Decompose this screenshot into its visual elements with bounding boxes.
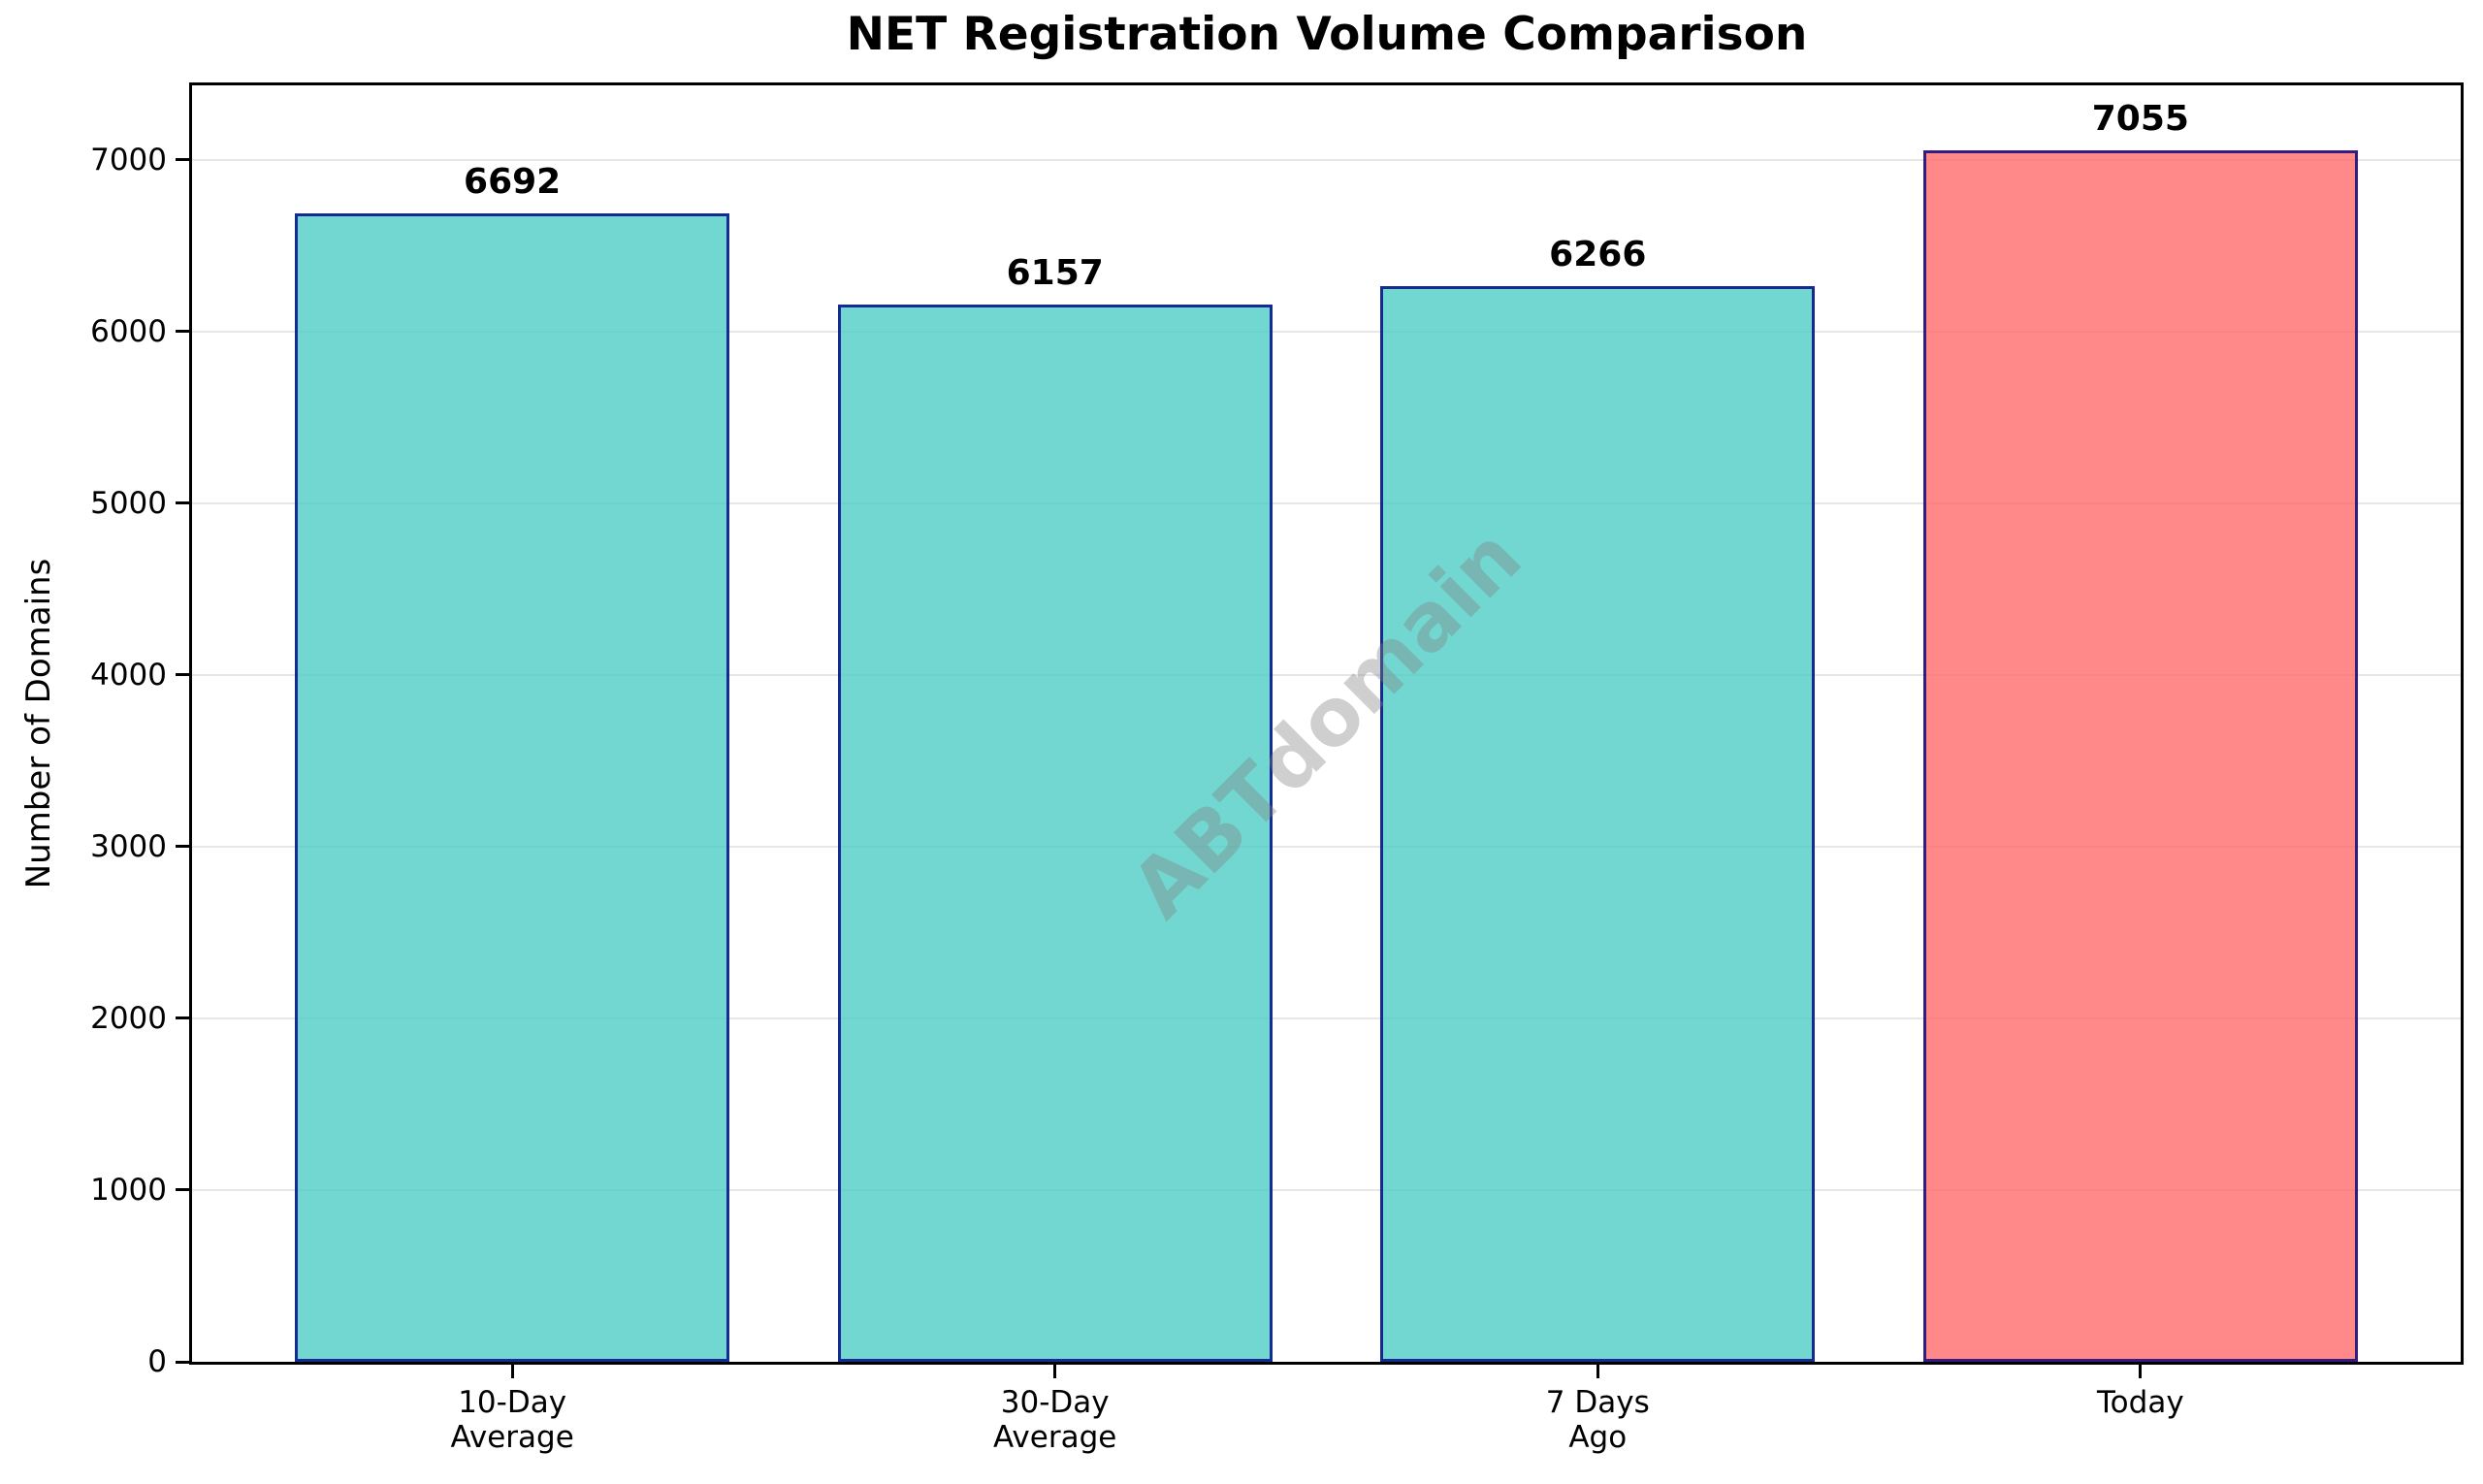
bar-7-days-ago (1380, 285, 1816, 1362)
gridline (192, 845, 2461, 848)
gridline (192, 158, 2461, 161)
bar-value-label: 6266 (1549, 234, 1647, 274)
y-tick-label: 3000 (90, 828, 167, 864)
y-tick-mark (176, 1016, 189, 1020)
y-tick-mark (176, 158, 189, 162)
y-tick-label: 7000 (90, 142, 167, 177)
x-tick-label: Today (2097, 1385, 2184, 1420)
gridline (192, 501, 2461, 504)
bar-10-day-average (295, 212, 729, 1362)
y-tick-mark (176, 1360, 189, 1364)
x-tick-mark (1596, 1365, 1599, 1378)
y-tick-mark (176, 501, 189, 505)
y-tick-label: 5000 (90, 485, 167, 521)
gridline (192, 330, 2461, 333)
plot-area: ABTdomain 6692 6157 6266 7055 (189, 82, 2464, 1365)
gridline (192, 673, 2461, 676)
y-tick-mark (176, 1188, 189, 1192)
y-tick-mark (176, 845, 189, 849)
bar-value-label: 7055 (2091, 99, 2189, 140)
x-tick-mark (510, 1365, 514, 1378)
bar-today (1923, 150, 2358, 1362)
y-tick-label: 1000 (90, 1172, 167, 1208)
bar-value-label: 6157 (1006, 253, 1104, 294)
x-tick-label: 10-Day Average (450, 1385, 574, 1455)
chart-title: NET Registration Volume Comparison (846, 8, 1808, 61)
gridline (192, 1188, 2461, 1191)
x-tick-label: 30-Day Average (993, 1385, 1117, 1455)
y-tick-mark (176, 673, 189, 677)
bar-30-day-average (837, 305, 1273, 1362)
bar-value-label: 6692 (464, 161, 562, 202)
x-tick-mark (2139, 1365, 2143, 1378)
x-tick-label: 7 Days Ago (1545, 1385, 1650, 1455)
y-tick-label: 2000 (90, 1000, 167, 1036)
y-tick-mark (176, 330, 189, 334)
x-tick-mark (1053, 1365, 1057, 1378)
y-tick-label: 6000 (90, 313, 167, 349)
y-tick-label: 4000 (90, 657, 167, 693)
gridline (192, 1016, 2461, 1019)
y-tick-label: 0 (147, 1344, 167, 1379)
